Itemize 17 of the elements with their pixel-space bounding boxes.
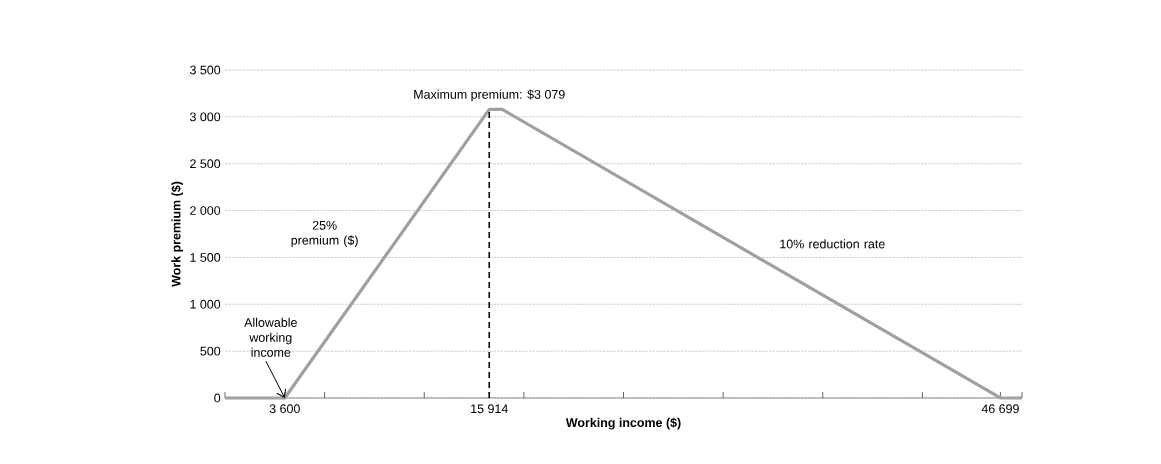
annotation: 10% reduction rate xyxy=(780,239,885,249)
x-tick-label: 3 600 xyxy=(269,404,300,414)
y-tick-label: 1 000 xyxy=(190,299,221,309)
x-tick-label: 46 699 xyxy=(981,404,1019,414)
x-axis-title: Working income ($) xyxy=(565,417,681,430)
y-axis-title: Work premium ($) xyxy=(171,181,183,287)
y-tick-label: 2 000 xyxy=(190,206,221,215)
y-tick-label: 500 xyxy=(200,346,221,356)
annotation: Maximum premium: $3 079 xyxy=(414,89,565,102)
annotation: Allowable working income xyxy=(244,317,297,357)
x-tick-label: 15 914 xyxy=(471,404,508,414)
y-tick-label: 3 500 xyxy=(189,65,221,75)
y-tick-label: 2 500 xyxy=(190,159,221,169)
y-tick-label: 0 xyxy=(214,393,221,403)
y-tick-label: 1 500 xyxy=(190,253,221,262)
y-tick-label: 3 000 xyxy=(189,112,221,122)
annotation: 25% premium ($) xyxy=(291,220,358,248)
